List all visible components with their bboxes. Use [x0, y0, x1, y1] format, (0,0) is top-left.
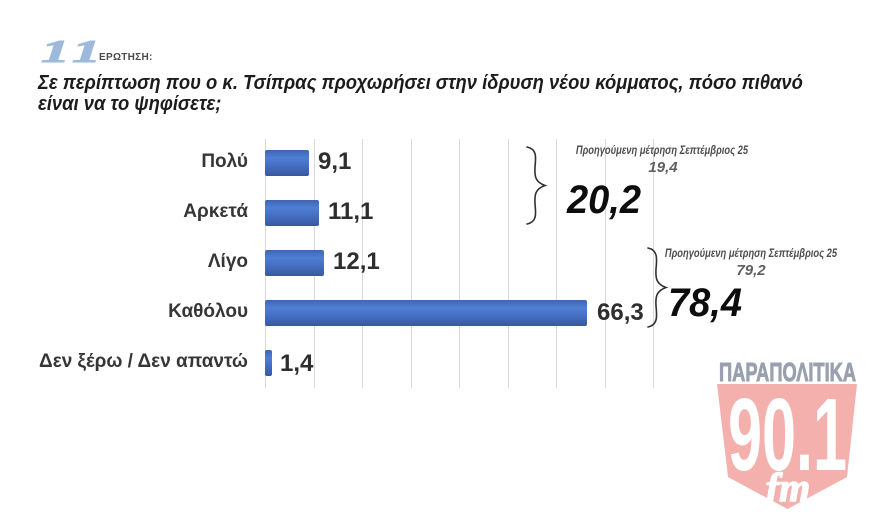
- svg-text:ΠΑΡΑΠΟΛΙΤΙΚΑ: ΠΑΡΑΠΟΛΙΤΙΚΑ: [719, 357, 856, 387]
- svg-text:90.1: 90.1: [728, 377, 847, 492]
- svg-text:fm: fm: [766, 465, 810, 510]
